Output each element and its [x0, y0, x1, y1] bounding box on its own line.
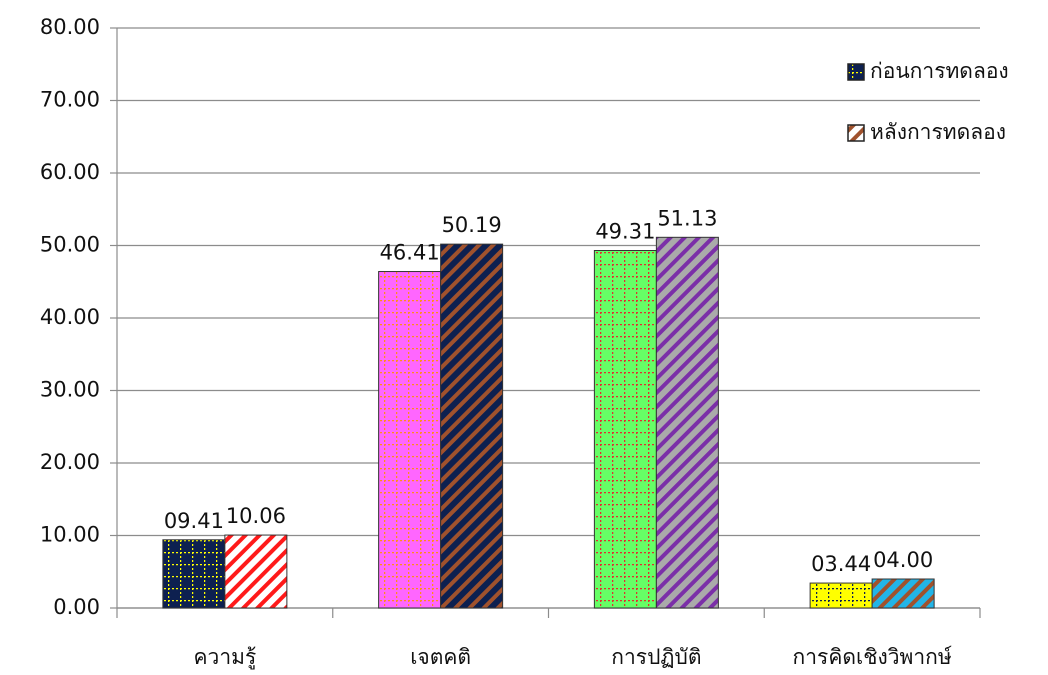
y-tick-label: 50.00 — [40, 233, 100, 257]
value-label: 49.31 — [595, 220, 655, 244]
x-tick-label: เจตคติ — [410, 645, 471, 669]
y-tick-label: 70.00 — [40, 88, 100, 112]
value-label: 51.13 — [657, 206, 717, 230]
legend-swatch — [847, 63, 865, 81]
y-tick-label: 0.00 — [53, 595, 100, 619]
value-label: 03.44 — [811, 552, 871, 576]
y-tick-label: 10.00 — [40, 523, 100, 547]
bar — [593, 250, 657, 609]
x-tick-label: การคิดเชิงวิพากษ์ — [793, 645, 953, 669]
y-tick-label: 30.00 — [40, 378, 100, 402]
legend-label: ก่อนการทดลอง — [870, 59, 1009, 83]
x-tick-label: ความรู้ — [193, 645, 256, 670]
y-tick-label: 60.00 — [40, 160, 100, 184]
value-label: 10.06 — [226, 504, 286, 528]
bar — [162, 539, 226, 609]
value-label: 50.19 — [442, 213, 502, 237]
y-tick-label: 80.00 — [40, 15, 100, 39]
legend-swatch — [847, 124, 865, 142]
x-tick-label: การปฏิบัติ — [611, 645, 701, 669]
bar — [655, 236, 719, 609]
bar — [224, 534, 288, 609]
bar — [440, 243, 504, 609]
bar — [809, 582, 873, 609]
y-tick-label: 40.00 — [40, 305, 100, 329]
value-label: 09.41 — [164, 509, 224, 533]
value-label: 46.41 — [380, 241, 440, 265]
bar — [871, 578, 935, 609]
legend-label: หลังการทดลอง — [870, 120, 1006, 144]
bar — [378, 271, 442, 609]
y-tick-label: 20.00 — [40, 450, 100, 474]
value-label: 04.00 — [873, 548, 933, 572]
